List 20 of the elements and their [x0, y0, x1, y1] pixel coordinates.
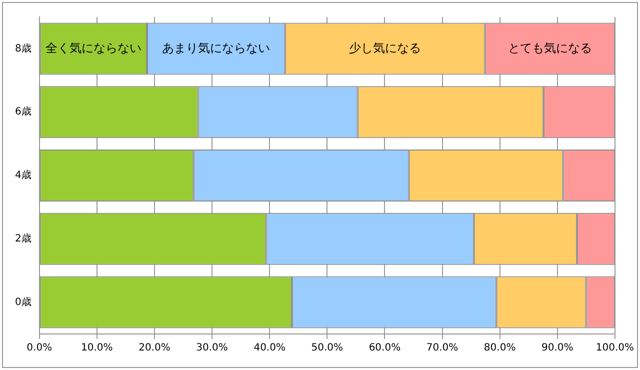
x-tick-label: 90.0%: [541, 342, 574, 354]
y-tick-label: 0歳: [14, 296, 32, 308]
x-tick-label: 100.0%: [596, 342, 634, 354]
x-tick-label: 10.0%: [81, 342, 113, 354]
x-tick-label: 40.0%: [254, 342, 286, 354]
y-tick-label: 6歳: [14, 106, 32, 118]
series-label: 全く気にならない: [45, 40, 142, 55]
series-label: あまり気にならない: [162, 40, 270, 55]
series-label: とても気になる: [508, 40, 592, 55]
x-tick-label: 0.0%: [26, 342, 52, 354]
x-tick-label: 20.0%: [138, 342, 170, 354]
x-tick-label: 30.0%: [196, 342, 228, 354]
x-tick-label: 70.0%: [426, 342, 458, 354]
y-tick-label: 8歳: [14, 42, 32, 54]
x-tick-label: 80.0%: [484, 342, 516, 354]
y-tick-label: 4歳: [14, 169, 32, 182]
x-tick-label: 50.0%: [311, 342, 344, 354]
series-label: 少し気になる: [348, 40, 421, 55]
y-tick-label: 2歳: [14, 232, 32, 244]
x-tick-label: 60.0%: [368, 342, 401, 354]
